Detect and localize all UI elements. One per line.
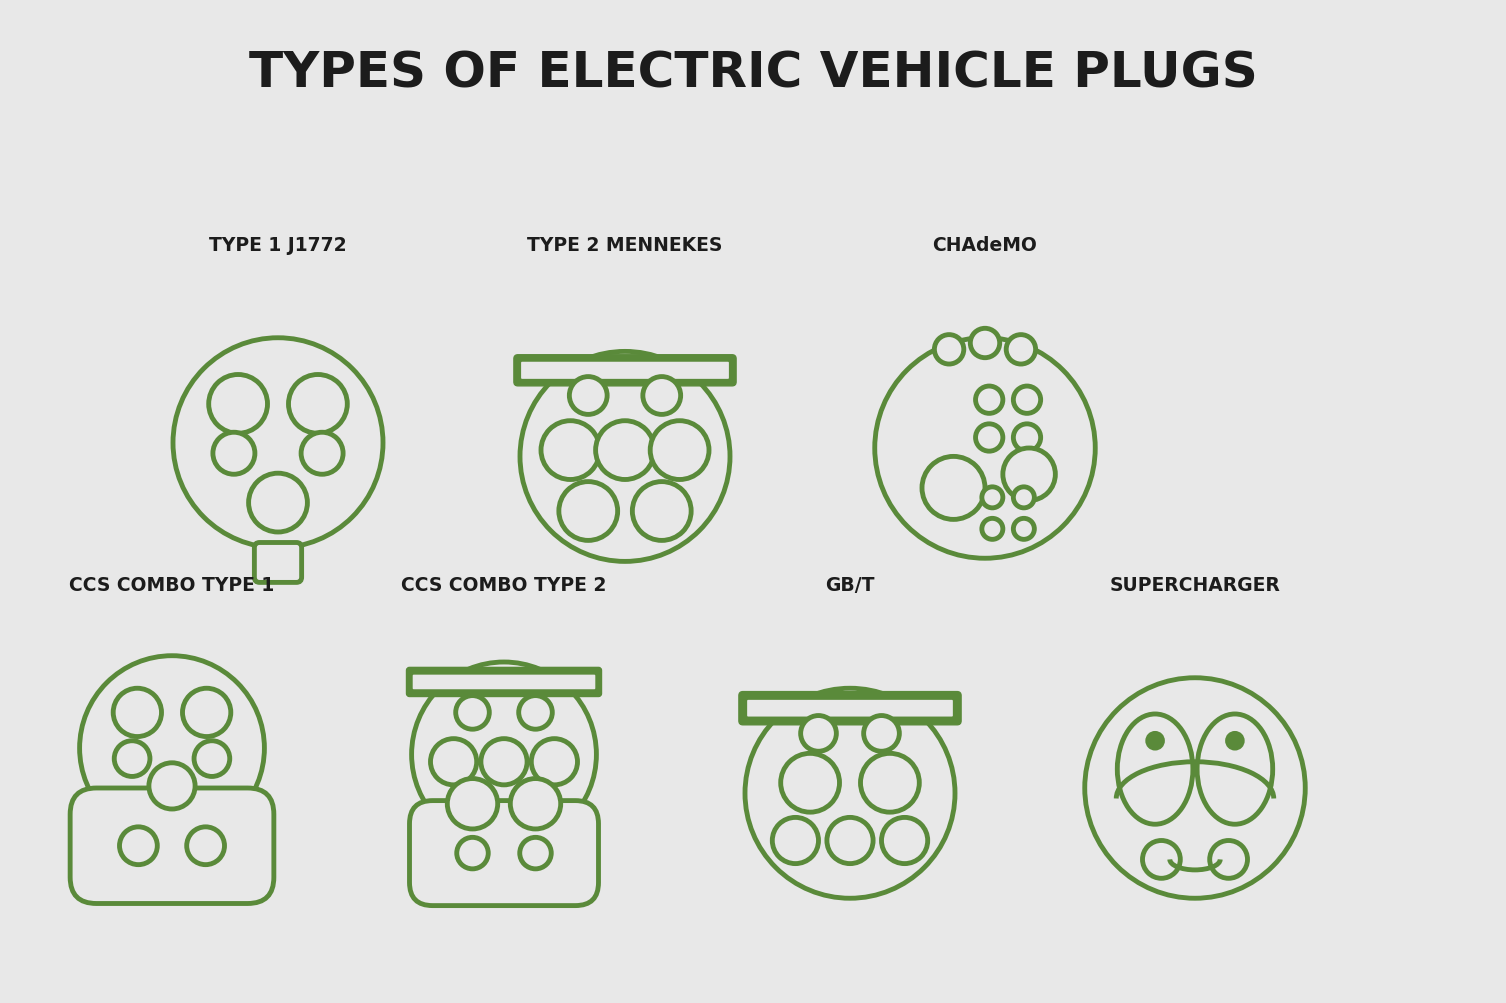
Circle shape [745, 689, 955, 899]
Circle shape [860, 753, 919, 812]
Circle shape [881, 817, 928, 864]
Circle shape [1227, 733, 1242, 748]
Circle shape [976, 387, 1003, 414]
Circle shape [119, 827, 157, 865]
Circle shape [1084, 678, 1306, 899]
Circle shape [970, 329, 1000, 358]
Circle shape [1014, 424, 1041, 451]
Circle shape [480, 739, 527, 785]
Circle shape [541, 421, 599, 480]
Circle shape [1014, 387, 1041, 414]
Text: GB/T: GB/T [825, 576, 875, 595]
Circle shape [633, 482, 691, 541]
FancyBboxPatch shape [407, 668, 601, 697]
Circle shape [411, 662, 596, 847]
FancyBboxPatch shape [747, 700, 953, 717]
Circle shape [1006, 335, 1036, 365]
FancyBboxPatch shape [521, 362, 729, 379]
FancyBboxPatch shape [413, 675, 595, 690]
Circle shape [518, 696, 553, 729]
Text: CHAdeMO: CHAdeMO [932, 237, 1038, 255]
Circle shape [1014, 519, 1035, 540]
FancyBboxPatch shape [514, 355, 736, 386]
Circle shape [289, 375, 348, 434]
Circle shape [431, 739, 477, 785]
Circle shape [187, 827, 224, 865]
Circle shape [520, 838, 551, 869]
Circle shape [863, 716, 899, 751]
Circle shape [149, 763, 196, 809]
Circle shape [559, 482, 617, 541]
Circle shape [827, 817, 873, 864]
Circle shape [934, 335, 964, 365]
Circle shape [1143, 841, 1181, 879]
Circle shape [447, 778, 497, 829]
FancyBboxPatch shape [410, 800, 598, 906]
FancyBboxPatch shape [71, 788, 274, 904]
Circle shape [982, 487, 1003, 509]
FancyBboxPatch shape [739, 692, 961, 725]
Text: SUPERCHARGER: SUPERCHARGER [1110, 576, 1280, 595]
Circle shape [922, 457, 985, 520]
Circle shape [456, 838, 488, 869]
Circle shape [456, 696, 489, 729]
FancyBboxPatch shape [255, 543, 301, 583]
Circle shape [875, 338, 1095, 559]
Circle shape [520, 352, 730, 562]
Circle shape [982, 519, 1003, 540]
Circle shape [1148, 733, 1163, 748]
Circle shape [173, 338, 383, 549]
Circle shape [114, 741, 151, 776]
Circle shape [182, 689, 230, 737]
Circle shape [773, 817, 818, 864]
Circle shape [532, 739, 577, 785]
Text: CCS COMBO TYPE 1: CCS COMBO TYPE 1 [69, 576, 274, 595]
Text: TYPES OF ELECTRIC VEHICLE PLUGS: TYPES OF ELECTRIC VEHICLE PLUGS [248, 50, 1258, 98]
Circle shape [976, 424, 1003, 451]
Circle shape [595, 421, 655, 480]
Circle shape [113, 689, 161, 737]
Circle shape [212, 433, 255, 474]
Circle shape [569, 377, 607, 415]
Circle shape [1014, 487, 1035, 509]
Circle shape [511, 778, 560, 829]
Circle shape [643, 377, 681, 415]
Circle shape [194, 741, 230, 776]
Circle shape [248, 473, 307, 533]
Ellipse shape [1197, 714, 1273, 824]
Circle shape [209, 375, 268, 434]
Circle shape [80, 656, 265, 841]
Circle shape [1209, 841, 1247, 879]
Circle shape [651, 421, 709, 480]
Ellipse shape [1117, 714, 1193, 824]
Circle shape [301, 433, 343, 474]
Text: CCS COMBO TYPE 2: CCS COMBO TYPE 2 [401, 576, 607, 595]
Circle shape [1003, 448, 1056, 502]
Circle shape [780, 753, 839, 812]
Text: TYPE 1 J1772: TYPE 1 J1772 [209, 237, 346, 255]
Text: TYPE 2 MENNEKES: TYPE 2 MENNEKES [527, 237, 723, 255]
Circle shape [801, 716, 836, 751]
